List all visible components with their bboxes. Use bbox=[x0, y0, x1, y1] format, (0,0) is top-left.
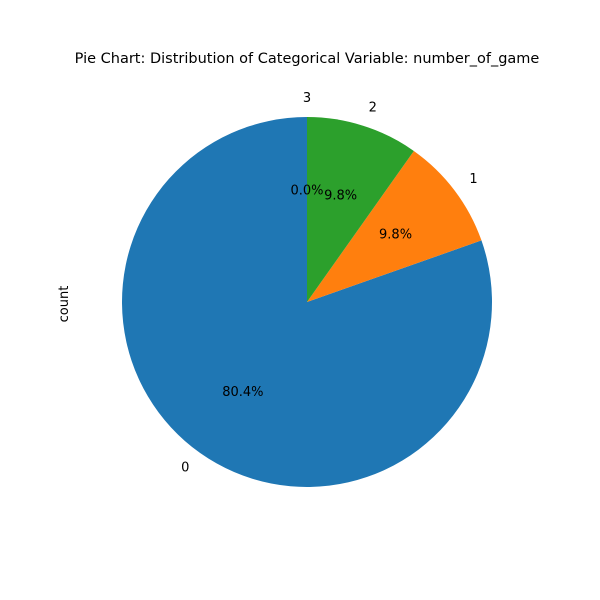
category-labels: 0 1 2 3 bbox=[181, 91, 477, 476]
percent-label-0: 80.4% bbox=[222, 385, 263, 400]
percent-labels: 80.4%9.8%9.8%0.0% bbox=[222, 184, 412, 401]
percent-label-3: 0.0% bbox=[290, 184, 323, 199]
category-label-0: 0 bbox=[181, 461, 189, 476]
y-axis-label: count bbox=[57, 286, 72, 323]
pie-slices bbox=[122, 117, 492, 488]
percent-label-2: 9.8% bbox=[324, 189, 357, 204]
category-label-2: 2 bbox=[369, 101, 377, 116]
chart-title: Pie Chart: Distribution of Categorical V… bbox=[75, 51, 540, 67]
pie-slice-2 bbox=[307, 117, 414, 302]
category-label-1: 1 bbox=[469, 172, 477, 187]
category-label-3: 3 bbox=[303, 91, 311, 106]
percent-label-1: 9.8% bbox=[379, 228, 412, 243]
pie-slice-1 bbox=[307, 150, 482, 302]
